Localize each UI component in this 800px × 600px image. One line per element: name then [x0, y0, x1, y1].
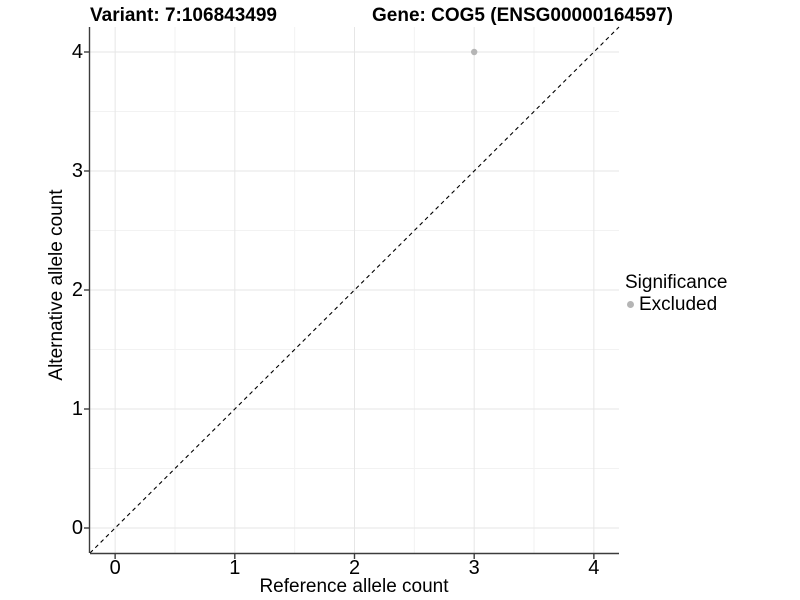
plot-title-gene: Gene: COG5 (ENSG00000164597): [372, 5, 673, 26]
legend: Significance Excluded: [625, 272, 727, 315]
major-gridlines: [90, 27, 619, 553]
plot-title-variant: Variant: 7:106843499: [90, 5, 277, 26]
x-tick-label: 2: [348, 557, 361, 579]
data-points: [470, 48, 478, 56]
x-tick-label: 1: [229, 557, 241, 579]
y-tick-label: 1: [71, 398, 83, 420]
y-tick-label: 3: [71, 159, 83, 182]
y-tick-label: 4: [71, 40, 83, 63]
y-axis-title: Alternative allele count: [46, 189, 67, 381]
x-tick-label: 3: [468, 557, 480, 579]
scatter-point: [470, 48, 478, 56]
excluded-point-icon: [627, 301, 634, 308]
x-axis-title: Reference allele count: [259, 576, 449, 597]
legend-title: Significance: [625, 272, 728, 293]
x-tick-label: 4: [588, 557, 600, 579]
legend-item-excluded: Excluded: [625, 294, 727, 315]
axis-tick-marks: [84, 51, 595, 559]
y-tick-label: 2: [71, 279, 83, 301]
x-tick-label: 0: [109, 557, 121, 579]
y-tick-label: 0: [71, 517, 83, 539]
legend-item-label: Excluded: [639, 294, 718, 315]
axis-lines: [88, 27, 619, 555]
